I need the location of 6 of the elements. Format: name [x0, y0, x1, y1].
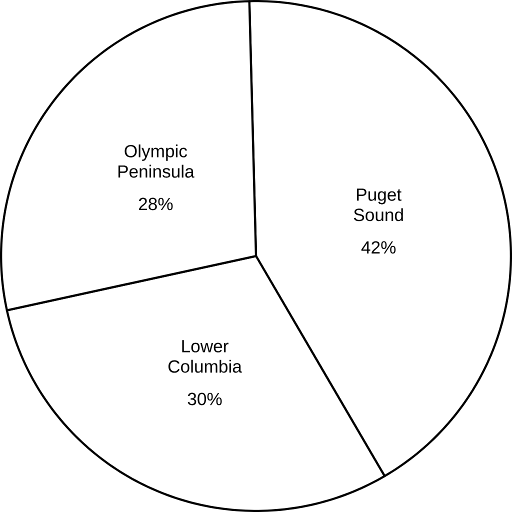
slice-label: Lower Columbia — [168, 340, 242, 373]
data-label: 30% — [188, 392, 222, 406]
slice-label: Olympic Peninsula — [118, 144, 194, 178]
slice-label: Puget Sound — [354, 188, 403, 222]
data-label: 42% — [361, 241, 396, 254]
data-label: 28% — [138, 198, 173, 210]
